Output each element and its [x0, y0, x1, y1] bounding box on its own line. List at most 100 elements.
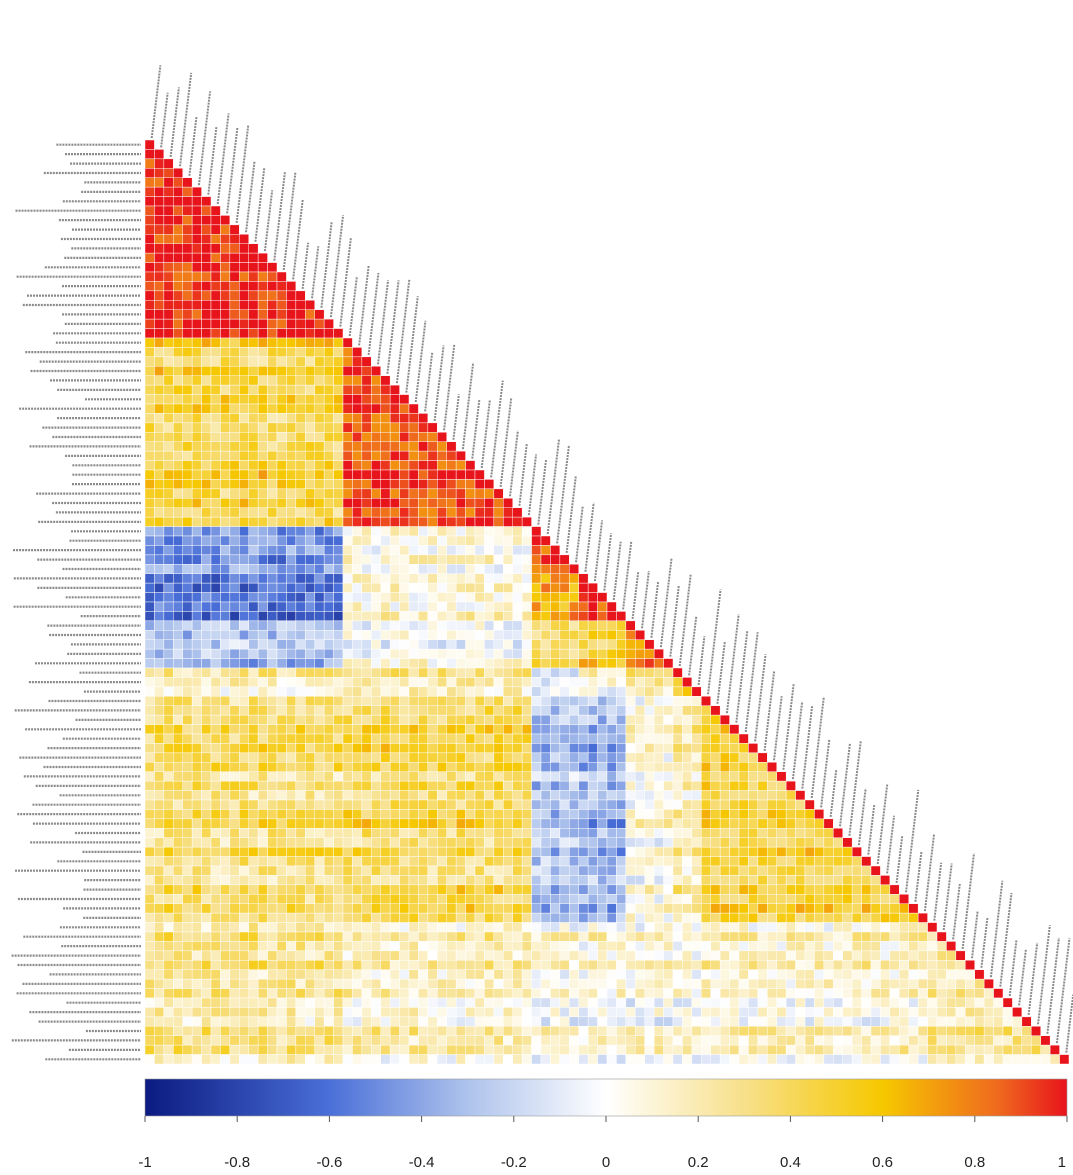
heatmap-cell [333, 714, 344, 725]
heatmap-cell [446, 450, 457, 461]
heatmap-cell [163, 196, 174, 207]
heatmap-cell [465, 780, 476, 791]
heatmap-cell [474, 828, 485, 838]
heatmap-cell [635, 978, 645, 989]
heatmap-cell [257, 799, 268, 810]
heatmap-cell [191, 262, 202, 273]
heatmap-cell [437, 1054, 447, 1065]
heatmap-cell [342, 846, 353, 857]
heatmap-cell [154, 271, 165, 282]
heatmap-cell [276, 696, 287, 706]
heatmap-cell [503, 705, 513, 716]
heatmap-cell [210, 507, 221, 518]
heatmap-cell [220, 309, 231, 320]
heatmap-cell [220, 413, 231, 424]
heatmap-cell [616, 818, 627, 829]
heatmap-cell [257, 328, 268, 339]
heatmap-cell [540, 554, 551, 565]
heatmap-cell [305, 394, 315, 405]
heatmap-cell [644, 667, 655, 678]
heatmap-cell [757, 884, 768, 895]
heatmap-cell [173, 931, 183, 942]
heatmap-cell [182, 696, 193, 706]
heatmap-cell [550, 903, 561, 914]
heatmap-cell [540, 601, 551, 612]
heatmap-cell [276, 592, 287, 603]
heatmap-cell [267, 856, 278, 867]
column-variable-label [226, 126, 239, 214]
heatmap-cell [220, 667, 231, 678]
heatmap-cell [804, 1007, 815, 1018]
heatmap-cell [220, 573, 231, 584]
heatmap-cell [286, 969, 297, 980]
heatmap-cell [154, 1035, 165, 1046]
heatmap-cell [144, 771, 155, 782]
heatmap-cell [455, 658, 466, 669]
heatmap-cell [154, 950, 165, 961]
heatmap-cell [597, 592, 608, 603]
heatmap-cell [559, 1007, 570, 1018]
heatmap-cell [672, 960, 683, 970]
heatmap-cell [663, 950, 674, 961]
heatmap-cell [352, 828, 363, 838]
heatmap-cell [446, 762, 457, 772]
heatmap-cell [163, 762, 174, 772]
heatmap-cell [408, 507, 419, 518]
heatmap-cell [625, 677, 636, 688]
heatmap-cell [323, 611, 334, 622]
heatmap-cell [323, 658, 334, 669]
heatmap-cell [408, 997, 419, 1008]
heatmap-cell [305, 507, 315, 518]
heatmap-cells [144, 139, 1070, 1065]
heatmap-cell [776, 856, 787, 867]
heatmap-cell [644, 988, 655, 999]
heatmap-cell [474, 667, 485, 678]
heatmap-cell [455, 912, 466, 923]
heatmap-cell [644, 762, 655, 772]
heatmap-cell [880, 903, 891, 914]
heatmap-cell [239, 828, 249, 838]
heatmap-cell [503, 856, 513, 867]
heatmap-cell [286, 535, 297, 546]
heatmap-cell [239, 960, 249, 970]
heatmap-cell [493, 1044, 504, 1055]
heatmap-cell [380, 818, 391, 829]
heatmap-cell [286, 743, 297, 754]
heatmap-cell [446, 705, 457, 716]
column-variable-label [961, 853, 975, 950]
heatmap-cell [163, 828, 174, 838]
heatmap-cell [286, 356, 297, 367]
column-variable-label [829, 770, 838, 818]
heatmap-cell [201, 705, 212, 716]
heatmap-cell [220, 941, 231, 952]
heatmap-cell [936, 1044, 947, 1055]
heatmap-cell [201, 828, 212, 838]
heatmap-cell [710, 922, 721, 933]
heatmap-cell [361, 667, 372, 678]
heatmap-cell [305, 526, 315, 537]
heatmap-cell [663, 894, 674, 904]
heatmap-cell [201, 771, 212, 782]
heatmap-cell [239, 894, 249, 904]
heatmap-cell [606, 620, 617, 631]
heatmap-cell [371, 639, 381, 650]
heatmap-cell [239, 969, 249, 980]
heatmap-cell [521, 790, 532, 801]
heatmap-cell [427, 884, 438, 895]
heatmap-cell [257, 611, 268, 622]
heatmap-cell [795, 969, 806, 980]
heatmap-cell [342, 450, 353, 461]
heatmap-cell [597, 903, 608, 914]
heatmap-cell [342, 1007, 353, 1018]
heatmap-cell [465, 743, 476, 754]
heatmap-cell [314, 686, 325, 697]
heatmap-cell [295, 950, 306, 961]
heatmap-cell [399, 941, 410, 952]
heatmap-cell [540, 894, 551, 904]
heatmap-cell [418, 724, 429, 735]
heatmap-cell [408, 922, 419, 933]
heatmap-cell [635, 856, 645, 867]
column-variable-label [923, 833, 936, 912]
heatmap-cell [352, 771, 363, 782]
heatmap-cell [333, 573, 344, 584]
